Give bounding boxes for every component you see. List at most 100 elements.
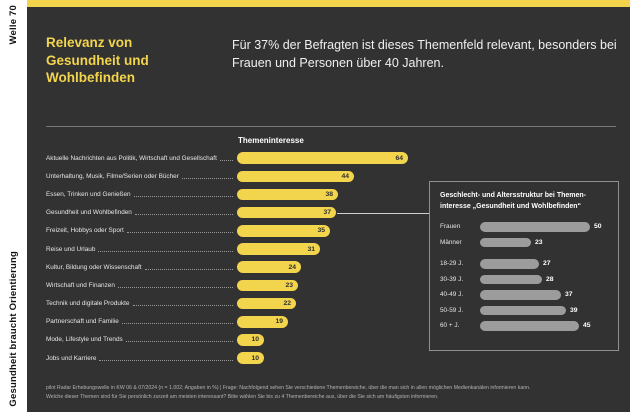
topic-chart-rows: Aktuelle Nachrichten aus Politik, Wirtsc… — [46, 149, 426, 367]
topic-value: 38 — [325, 190, 333, 198]
topic-value: 22 — [283, 300, 291, 308]
inset-value: 50 — [594, 223, 602, 231]
dotted-leader — [219, 159, 233, 161]
inset-box: Geschlecht- und Altersstruktur bei Theme… — [429, 181, 619, 351]
topic-label: Kultur, Bildung oder Wissenschaft — [46, 264, 237, 271]
topic-label: Aktuelle Nachrichten aus Politik, Wirtsc… — [46, 155, 237, 162]
topic-label-text: Essen, Trinken und Genießen — [46, 190, 131, 198]
topic-bar: 10 — [237, 352, 264, 364]
inset-label: 40-49 J. — [440, 291, 464, 299]
topic-label: Unterhaltung, Musik, Filme/Serien oder B… — [46, 173, 237, 180]
topic-value: 23 — [285, 281, 293, 289]
inset-bar — [480, 237, 531, 247]
topic-label: Reise und Urlaub — [46, 246, 237, 253]
topic-row: Partnerschaft und Familie 19 — [46, 313, 426, 331]
topic-bar: 22 — [237, 297, 296, 310]
inset-bar — [480, 259, 539, 269]
inset-label: 30-39 J. — [440, 275, 464, 283]
topic-label-text: Unterhaltung, Musik, Filme/Serien oder B… — [46, 172, 179, 180]
topic-row: Aktuelle Nachrichten aus Politik, Wirtsc… — [46, 149, 426, 167]
topic-label: Wirtschaft und Finanzen — [46, 282, 237, 289]
inset-bar — [480, 321, 579, 331]
inset-bar — [480, 290, 561, 300]
inset-box-title-line2: interesse „Gesundheit und Wohlbefinden“ — [440, 202, 582, 210]
top-accent-bar — [27, 0, 630, 7]
dotted-leader — [126, 232, 233, 234]
topic-label-text: Freizeit, Hobbys oder Sport — [46, 227, 124, 235]
page-subtitle: Für 37% der Befragten ist dieses Themenf… — [232, 38, 617, 71]
topic-value: 10 — [251, 336, 259, 344]
footnote-line1: pilot Radar Erhebungswelle in KW 06 & 07… — [46, 385, 531, 391]
inset-bar — [480, 305, 566, 315]
inset-bar — [480, 222, 590, 232]
inset-value: 45 — [583, 322, 591, 330]
inset-value: 39 — [570, 306, 578, 314]
inset-row: 60 + J. 45 — [440, 318, 608, 334]
inset-label: Frauen — [440, 223, 461, 231]
page-title: Relevanz von Gesundheit und Wohlbefinden — [46, 35, 149, 86]
inset-label: 18-29 J. — [440, 260, 464, 268]
inset-box-title-line1: Geschlecht- und Altersstruktur bei Theme… — [440, 192, 586, 199]
topic-label-text: Jobs und Karriere — [46, 354, 97, 362]
inset-chart-rows: Frauen 50 Männer 23 18-29 J. 27 30-39 J. 28 40-4… — [440, 219, 608, 334]
topic-row: Freizeit, Hobbys oder Sport 35 — [46, 222, 426, 240]
topic-label-text: Wirtschaft und Finanzen — [46, 281, 115, 289]
topic-label: Jobs und Karriere — [46, 355, 237, 362]
topic-value: 35 — [317, 227, 325, 235]
inset-label: Männer — [440, 238, 462, 246]
inset-box-title: Geschlecht- und Altersstruktur bei Theme… — [440, 191, 608, 212]
topic-label-text: Reise und Urlaub — [46, 245, 96, 253]
topic-value: 37 — [323, 209, 331, 217]
dotted-leader — [121, 323, 233, 325]
topic-label: Partnerschaft und Familie — [46, 318, 237, 325]
topic-label: Technik und digitale Produkte — [46, 300, 237, 307]
dotted-leader — [125, 341, 233, 343]
topic-value: 31 — [307, 245, 315, 253]
inset-row: Frauen 50 — [440, 219, 608, 235]
topic-row: Unterhaltung, Musik, Filme/Serien oder B… — [46, 167, 426, 185]
dotted-leader — [133, 195, 233, 197]
topic-bar: 19 — [237, 316, 288, 328]
footnote: pilot Radar Erhebungswelle in KW 06 & 07… — [46, 384, 611, 402]
topic-label: Mode, Lifestyle und Trends — [46, 336, 237, 343]
inset-row: 50-59 J. 39 — [440, 303, 608, 319]
dotted-leader — [117, 286, 233, 288]
topic-value: 19 — [275, 318, 283, 326]
topic-label: Freizeit, Hobbys oder Sport — [46, 227, 237, 234]
topic-label: Gesundheit und Wohlbefinden — [46, 209, 237, 216]
topic-bar: 23 — [237, 279, 298, 292]
topic-value: 24 — [288, 263, 296, 271]
topic-bar: 38 — [237, 188, 338, 201]
topic-bar: 64 — [237, 152, 408, 164]
topic-row: Jobs und Karriere 10 — [46, 349, 426, 367]
topic-row: Wirtschaft und Finanzen 23 — [46, 276, 426, 294]
dotted-leader — [144, 268, 233, 270]
topic-value: 44 — [341, 172, 349, 180]
dotted-leader — [181, 177, 233, 179]
topic-label-text: Kultur, Bildung oder Wissenschaft — [46, 263, 142, 271]
topic-label-text: Mode, Lifestyle und Trends — [46, 336, 123, 344]
inset-row: 18-29 J. 27 — [440, 256, 608, 272]
inset-value: 27 — [543, 260, 551, 268]
dotted-leader — [99, 359, 233, 361]
campaign-claim-label: Gesundheit braucht Orientierung — [8, 251, 19, 407]
inset-value: 28 — [546, 275, 554, 283]
wave-label: Welle 70 — [8, 5, 19, 45]
topic-row: Technik und digitale Produkte 22 — [46, 295, 426, 313]
footnote-line2: Welche dieser Themen sind für Sie persön… — [46, 393, 439, 400]
dotted-leader — [98, 250, 233, 252]
topic-row: Reise und Urlaub 31 — [46, 240, 426, 258]
topic-label-text: Gesundheit und Wohlbefinden — [46, 209, 132, 217]
topic-bar: 35 — [237, 225, 330, 237]
inset-value: 37 — [565, 291, 573, 299]
topic-label: Essen, Trinken und Genießen — [46, 191, 237, 198]
inset-value: 23 — [535, 238, 543, 246]
callout-line — [337, 213, 430, 214]
topic-row: Mode, Lifestyle und Trends 10 — [46, 331, 426, 349]
left-sidebar: Welle 70 Gesundheit braucht Orientierung — [0, 0, 27, 412]
topic-label-text: Aktuelle Nachrichten aus Politik, Wirtsc… — [46, 154, 217, 162]
inset-row: 30-39 J. 28 — [440, 272, 608, 288]
inset-bar — [480, 274, 542, 284]
chart-title: Themeninteresse — [238, 136, 304, 145]
topic-label-text: Partnerschaft und Familie — [46, 318, 119, 326]
